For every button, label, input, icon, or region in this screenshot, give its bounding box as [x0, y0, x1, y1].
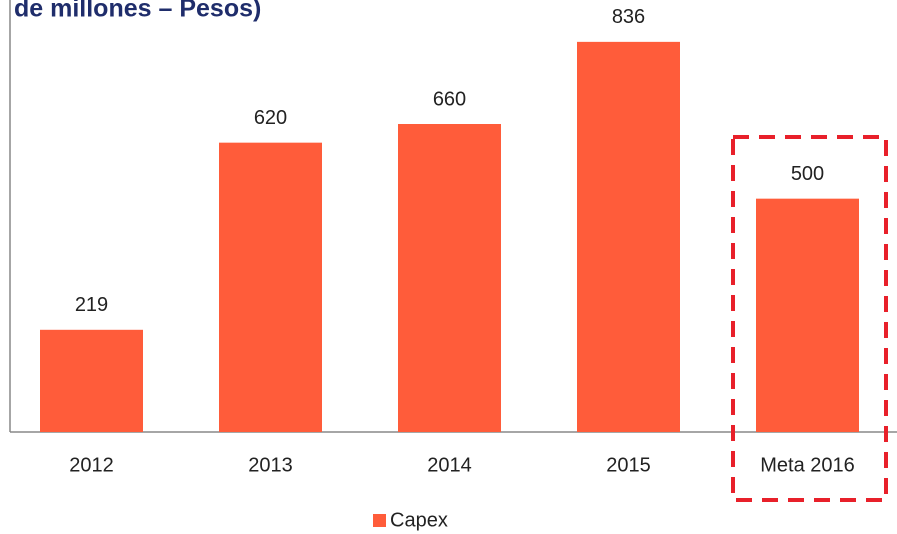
x-tick-label: 2015	[606, 454, 651, 476]
x-tick-label: 2012	[69, 454, 114, 476]
x-tick-label: Meta 2016	[760, 454, 855, 476]
bar	[577, 41, 680, 432]
bar	[40, 329, 143, 432]
x-tick-label: 2013	[248, 454, 293, 476]
bar	[219, 142, 322, 432]
x-tick-label: 2014	[427, 454, 472, 476]
bar	[756, 198, 859, 432]
data-label: 500	[791, 163, 824, 185]
data-label: 620	[254, 107, 287, 129]
chart-title: de millones – Pesos)	[14, 0, 261, 23]
legend-label: Capex	[390, 509, 448, 531]
bar	[398, 124, 501, 432]
legend-swatch	[373, 514, 386, 527]
data-label: 836	[612, 6, 645, 28]
data-label: 219	[75, 294, 108, 316]
data-label: 660	[433, 88, 466, 110]
